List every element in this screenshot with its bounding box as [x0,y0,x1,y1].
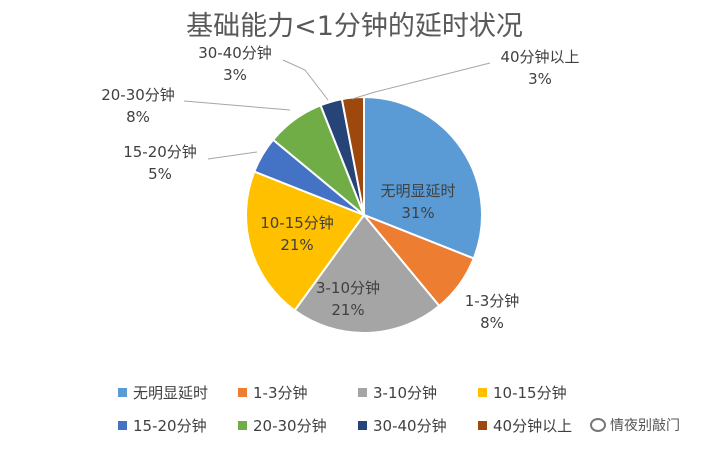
legend-label: 1-3分钟 [253,384,308,402]
slice-percent-label: 8% [126,108,150,126]
legend-swatch [478,421,487,430]
legend-item: 40分钟以上 [478,415,628,436]
slice-label: 15-20分钟 [123,143,197,161]
legend-item: 20-30分钟 [238,415,358,436]
slice-percent-label: 3% [223,66,247,84]
legend-item: 3-10分钟 [358,382,478,403]
slice-label: 40分钟以上 [500,48,579,66]
leader-line [183,100,291,111]
legend-swatch [478,388,487,397]
legend-item: 15-20分钟 [118,415,238,436]
pie-slice [245,170,366,312]
slice-percent-label: 3% [528,70,552,88]
pie-chart: 无明显延时 31% 1-3分钟 8% 3-10分钟 21% 10-15分钟 21% 15-20分… [101,44,580,334]
legend-swatch [358,421,367,430]
pie-slice [293,213,441,334]
legend-label: 3-10分钟 [373,384,438,402]
slice-label: 10-15分钟 [260,214,334,232]
slice-percent-label: 5% [148,165,172,183]
pie-slice [363,95,483,260]
slice-label: 30-40分钟 [198,44,272,62]
legend-label: 10-15分钟 [493,384,567,402]
slice-label: 20-30分钟 [101,86,175,104]
chart-title: 基础能力<1分钟的延时状况 [186,11,523,42]
leader-line [207,151,258,160]
watermark: 情夜别敲门 [590,415,680,435]
slice-label: 1-3分钟 [465,292,520,310]
slice-percent-label: 31% [401,204,434,222]
legend-swatch [238,421,247,430]
legend-label: 40分钟以上 [493,417,573,435]
legend-item: 1-3分钟 [238,382,358,403]
slice-percent-label: 21% [280,236,313,254]
legend-swatch [118,388,127,397]
legend-swatch [358,388,367,397]
chat-bubble-icon [590,418,606,432]
legend-swatch [238,388,247,397]
legend-item: 10-15分钟 [478,382,628,403]
leader-line [351,62,491,100]
pie-slice [340,95,365,216]
legend-item: 30-40分钟 [358,415,478,436]
slice-percent-label: 21% [331,301,364,319]
legend-item: 无明显延时 [118,382,238,403]
slice-percent-label: 8% [480,314,504,332]
slice-label: 3-10分钟 [316,279,380,297]
legend-label: 无明显延时 [133,384,209,402]
leader-line [282,59,329,101]
legend-swatch [118,421,127,430]
chart-legend: 无明显延时 1-3分钟 3-10分钟 10-15分钟 15-20分钟 20-30分钟 30-… [118,382,678,436]
legend-label: 15-20分钟 [133,417,207,435]
legend-label: 20-30分钟 [253,417,327,435]
watermark-text: 情夜别敲门 [610,418,680,434]
legend-label: 30-40分钟 [373,417,447,435]
slice-label: 无明显延时 [380,182,455,200]
